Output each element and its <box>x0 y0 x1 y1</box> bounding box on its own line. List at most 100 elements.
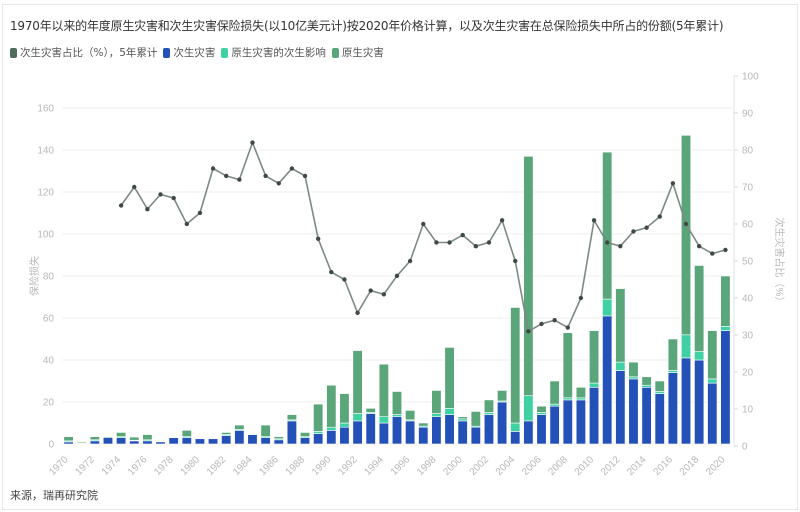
bar-segment[interactable] <box>654 393 665 445</box>
ratio-point[interactable] <box>526 329 531 334</box>
bar-segment[interactable] <box>615 370 626 445</box>
ratio-point[interactable] <box>552 318 557 323</box>
bar-segment[interactable] <box>720 330 731 445</box>
bar-segment[interactable] <box>641 376 652 386</box>
bar-segment[interactable] <box>142 440 153 445</box>
ratio-point[interactable] <box>158 192 163 197</box>
bar-segment[interactable] <box>707 330 718 380</box>
ratio-point[interactable] <box>460 232 465 238</box>
bar-segment[interactable] <box>667 338 678 371</box>
bar-segment[interactable] <box>707 382 718 445</box>
bar-segment[interactable] <box>89 436 100 441</box>
bar-segment[interactable] <box>589 330 600 384</box>
bar-segment[interactable] <box>247 433 258 435</box>
bar-segment[interactable] <box>76 441 87 444</box>
ratio-point[interactable] <box>434 240 439 245</box>
ratio-point[interactable] <box>696 244 702 249</box>
bar-segment[interactable] <box>575 397 586 401</box>
ratio-point[interactable] <box>565 325 570 330</box>
bar-segment[interactable] <box>589 386 600 445</box>
bar-segment[interactable] <box>339 393 350 424</box>
ratio-point[interactable] <box>421 221 426 227</box>
bar-segment[interactable] <box>116 432 127 437</box>
bar-segment[interactable] <box>300 437 311 445</box>
bar-segment[interactable] <box>510 431 521 445</box>
bar-segment[interactable] <box>694 359 705 445</box>
bar-segment[interactable] <box>575 386 586 399</box>
ratio-point[interactable] <box>513 258 518 264</box>
bar-segment[interactable] <box>431 413 442 417</box>
bar-segment[interactable] <box>641 384 652 388</box>
bar-segment[interactable] <box>286 420 297 445</box>
bar-segment[interactable] <box>234 424 245 430</box>
bar-segment[interactable] <box>457 420 468 445</box>
bar-segment[interactable] <box>63 436 74 442</box>
bar-segment[interactable] <box>378 416 389 424</box>
bar-segment[interactable] <box>470 426 481 445</box>
bar-segment[interactable] <box>575 399 586 445</box>
bar-segment[interactable] <box>589 382 600 388</box>
ratio-point[interactable] <box>381 292 387 297</box>
bar-segment[interactable] <box>194 438 205 445</box>
bar-segment[interactable] <box>615 288 626 363</box>
ratio-point[interactable] <box>723 247 728 253</box>
ratio-point[interactable] <box>315 236 321 241</box>
ratio-point[interactable] <box>250 140 255 145</box>
bar-segment[interactable] <box>63 441 74 445</box>
ratio-point[interactable] <box>237 177 242 182</box>
ratio-point[interactable] <box>591 218 597 223</box>
bar-segment[interactable] <box>497 401 508 445</box>
bar-segment[interactable] <box>378 422 389 445</box>
ratio-point[interactable] <box>394 273 400 278</box>
ratio-point[interactable] <box>184 221 190 227</box>
bar-segment[interactable] <box>549 380 560 405</box>
bar-segment[interactable] <box>497 390 508 402</box>
bar-segment[interactable] <box>510 307 521 424</box>
bar-segment[interactable] <box>510 422 521 432</box>
bar-segment[interactable] <box>694 265 705 352</box>
legend-item-primary[interactable]: 原生灾害 <box>331 45 384 60</box>
bar-segment[interactable] <box>208 438 219 445</box>
ratio-point[interactable] <box>631 229 636 234</box>
bar-segment[interactable] <box>431 390 442 414</box>
legend-item-ratio[interactable]: 次生灾害占比（%），5年累计 <box>10 45 157 60</box>
bar-segment[interactable] <box>391 414 403 418</box>
bar-segment[interactable] <box>628 361 639 378</box>
bar-segment[interactable] <box>391 416 403 445</box>
ratio-point[interactable] <box>499 218 505 223</box>
bar-segment[interactable] <box>313 403 324 432</box>
bar-segment[interactable] <box>523 395 534 422</box>
ratio-point[interactable] <box>710 251 715 256</box>
bar-segment[interactable] <box>313 431 324 434</box>
bar-segment[interactable] <box>365 407 376 413</box>
bar-segment[interactable] <box>405 420 416 445</box>
bar-segment[interactable] <box>378 363 389 418</box>
bar-segment[interactable] <box>273 439 284 445</box>
bar-segment[interactable] <box>444 407 455 415</box>
bar-segment[interactable] <box>523 156 534 396</box>
bar-segment[interactable] <box>470 411 481 427</box>
bar-segment[interactable] <box>221 432 232 435</box>
bar-segment[interactable] <box>260 424 271 437</box>
bar-segment[interactable] <box>562 332 573 399</box>
bar-segment[interactable] <box>602 298 613 317</box>
ratio-point[interactable] <box>355 310 360 315</box>
bar-segment[interactable] <box>431 416 442 445</box>
bar-segment[interactable] <box>602 151 613 300</box>
bar-segment[interactable] <box>352 420 363 445</box>
bar-segment[interactable] <box>273 436 284 440</box>
bar-segment[interactable] <box>523 420 534 445</box>
bar-segment[interactable] <box>181 430 192 437</box>
bar-segment[interactable] <box>247 434 258 445</box>
bar-segment[interactable] <box>326 430 337 445</box>
ratio-point[interactable] <box>197 210 203 216</box>
bar-segment[interactable] <box>483 414 494 445</box>
bar-segment[interactable] <box>720 326 731 331</box>
ratio-point[interactable] <box>263 173 268 179</box>
bar-segment[interactable] <box>313 433 324 445</box>
ratio-point[interactable] <box>289 166 295 171</box>
bar-segment[interactable] <box>326 384 337 428</box>
bar-segment[interactable] <box>628 378 639 445</box>
bar-segment[interactable] <box>405 410 416 421</box>
bar-segment[interactable] <box>300 432 311 437</box>
